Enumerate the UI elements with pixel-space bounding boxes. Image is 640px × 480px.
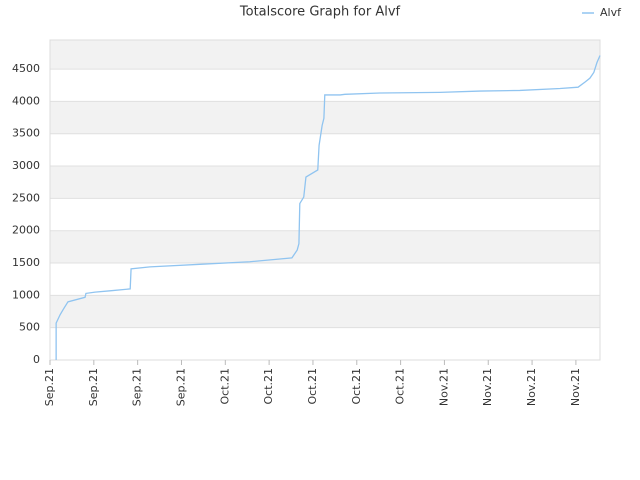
x-tick-label: Oct.21 bbox=[394, 368, 407, 405]
x-tick-label: Nov.21 bbox=[525, 368, 538, 406]
y-tick-label: 1000 bbox=[12, 288, 40, 301]
data-line bbox=[55, 55, 601, 360]
y-tick-label: 1500 bbox=[12, 256, 40, 269]
chart-title: Totalscore Graph for Alvf bbox=[239, 5, 401, 20]
x-tick-label: Sep.21 bbox=[131, 368, 144, 406]
grid-band bbox=[50, 101, 600, 134]
legend-label: Alvf bbox=[600, 6, 622, 19]
grid-band bbox=[50, 40, 600, 70]
x-tick-label: Sep.21 bbox=[43, 368, 56, 406]
grid-band bbox=[50, 166, 600, 199]
y-tick-label: 4000 bbox=[12, 94, 40, 107]
x-tick-label: Nov.21 bbox=[481, 368, 494, 406]
y-tick-label: 2000 bbox=[12, 224, 40, 237]
y-tick-label: 500 bbox=[19, 321, 40, 334]
x-tick-label: Nov.21 bbox=[437, 368, 450, 406]
x-tick-label: Oct.21 bbox=[350, 368, 363, 405]
x-tick-label: Oct.21 bbox=[218, 368, 231, 405]
x-tick-label: Sep.21 bbox=[87, 368, 100, 406]
x-tick-label: Sep.21 bbox=[174, 368, 187, 406]
y-tick-label: 3000 bbox=[12, 159, 40, 172]
y-tick-label: 2500 bbox=[12, 191, 40, 204]
y-tick-label: 0 bbox=[33, 353, 40, 366]
x-tick-label: Oct.21 bbox=[306, 368, 319, 405]
y-tick-label: 3500 bbox=[12, 127, 40, 140]
grid-band bbox=[50, 295, 600, 328]
y-tick-label: 4500 bbox=[12, 62, 40, 75]
plot-border bbox=[49, 39, 601, 361]
grid-band bbox=[50, 230, 600, 264]
x-tick-label: Oct.21 bbox=[262, 368, 275, 405]
x-tick-label: Nov.21 bbox=[569, 368, 582, 406]
